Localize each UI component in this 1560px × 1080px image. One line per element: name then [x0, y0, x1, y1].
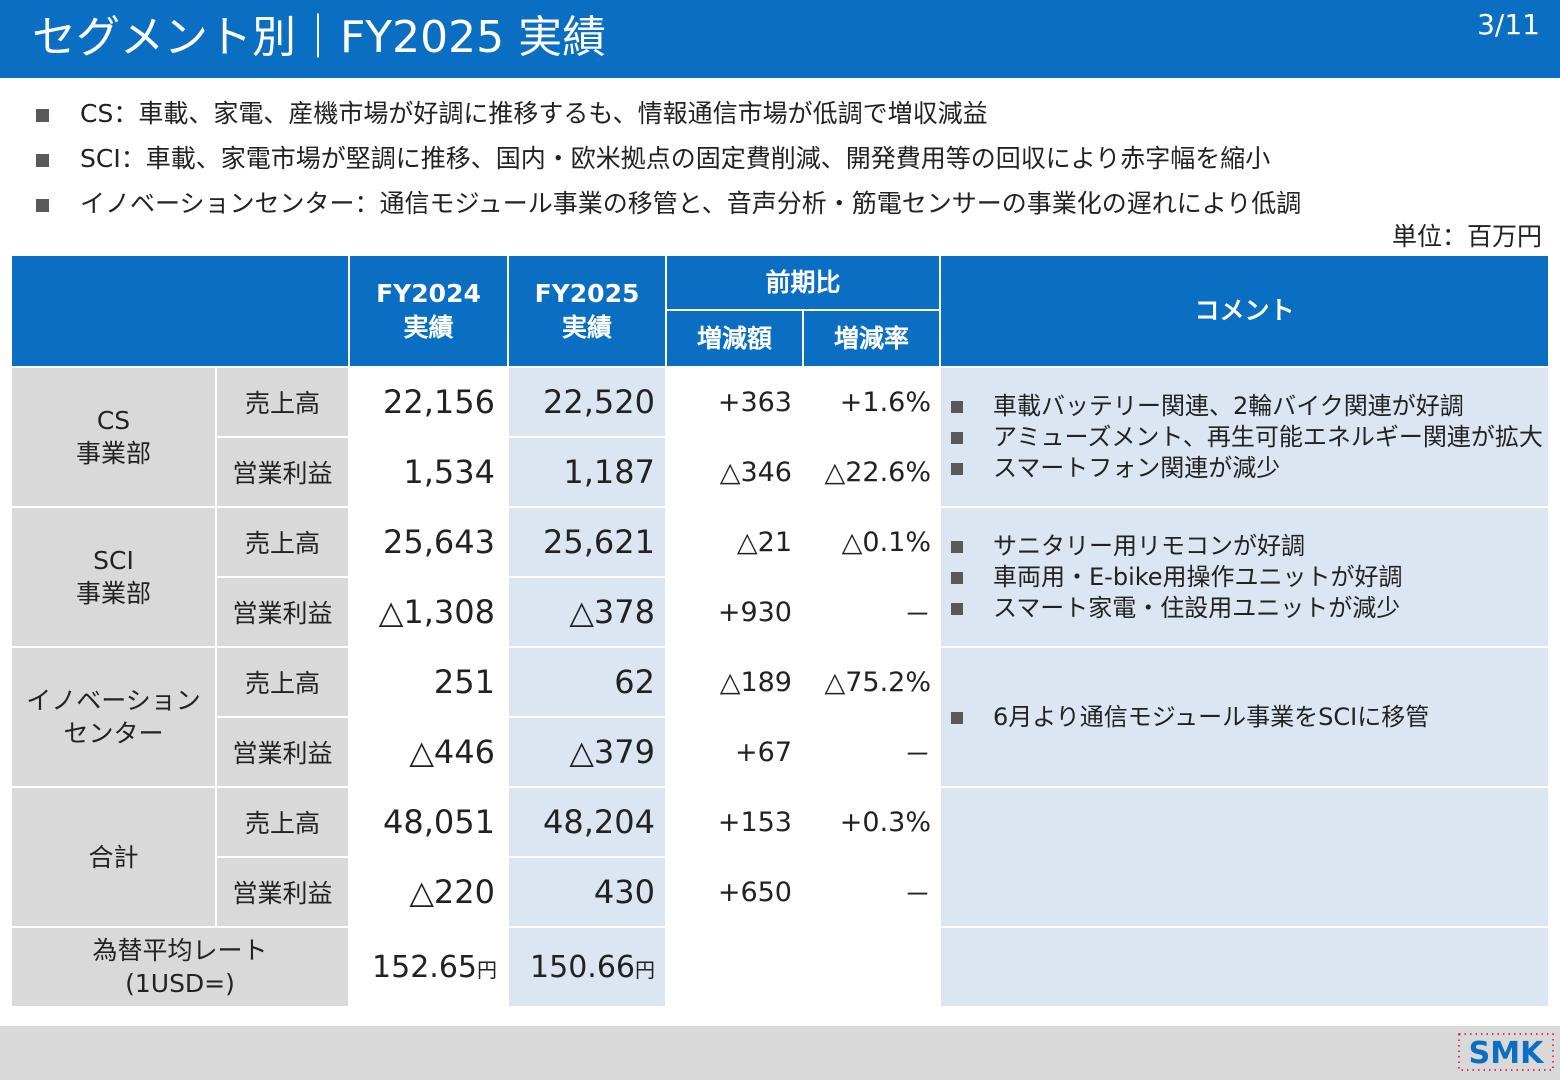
segment-name-total: 合計 [10, 786, 217, 928]
header-bar: セグメント別｜FY2025 実績 3/11 [0, 0, 1560, 78]
table-row: 営業利益 △220 430 +650 － [11, 856, 1549, 928]
row-item: 売上高 [215, 506, 350, 578]
row-item: 売上高 [215, 646, 350, 718]
header-comment: コメント [939, 254, 1551, 368]
cell-fy2024: △446 [348, 716, 509, 788]
fx-fy2024: 152.65円 [348, 926, 509, 1008]
table-row: 営業利益 △1,308 △378 +930 － [11, 576, 1549, 648]
cell-rate: +0.3% [801, 786, 942, 858]
smk-logo: SMK [1458, 1033, 1554, 1071]
table-row: 営業利益 1,534 1,187 △346 △22.6% [11, 436, 1549, 508]
segment-name-cs: CS 事業部 [10, 366, 217, 508]
fx-fy2025: 150.66円 [507, 926, 667, 1008]
square-bullet-icon [36, 109, 49, 122]
cell-change: +153 [665, 786, 804, 858]
cell-rate: △75.2% [801, 646, 942, 718]
cell-fy2025: △378 [507, 576, 667, 648]
comment-item: 6月より通信モジュール事業をSCIに移管 [951, 702, 1547, 733]
cell-change: △189 [665, 646, 804, 718]
comment-item: アミューズメント、再生可能エネルギー関連が拡大 [951, 422, 1547, 453]
svg-text:SMK: SMK [1469, 1036, 1545, 1071]
table-row: 合計 売上高 48,051 48,204 +153 +0.3% [10, 786, 1551, 928]
summary-bullets: CS：車載、家電、産機市場が好調に推移するも、情報通信市場が低調で増収減益 SC… [36, 96, 1536, 231]
cell-rate: － [801, 576, 942, 648]
cell-rate: △0.1% [801, 506, 942, 578]
square-bullet-icon [951, 462, 964, 475]
cell-fy2025: 22,520 [507, 366, 667, 438]
footer-bar [0, 1026, 1560, 1080]
cell-rate: +1.6% [801, 366, 942, 438]
row-item: 売上高 [215, 786, 350, 858]
cell-change: △346 [665, 436, 804, 508]
row-item: 営業利益 [215, 856, 350, 928]
table-row: CS 事業部 売上高 22,156 22,520 +363 +1.6% 車載バッテ… [10, 366, 1551, 508]
cell-fy2025: 25,621 [507, 506, 667, 578]
comment-total [939, 786, 1551, 928]
cell-fy2024: △1,308 [348, 576, 509, 648]
header-fy2025: FY2025 実績 [507, 254, 667, 368]
comment-item: スマートフォン関連が減少 [951, 453, 1547, 484]
table-row-fx: 為替平均レート (1USD=) 152.65円 150.66円 [10, 926, 1551, 1008]
cell-fy2025: 62 [507, 646, 667, 718]
cell-change: +67 [665, 716, 804, 788]
square-bullet-icon [951, 540, 964, 553]
comment-sci: サニタリー用リモコンが好調 車両用・E-bike用操作ユニットが好調 スマート家… [939, 506, 1551, 648]
cell-fy2025: 48,204 [507, 786, 667, 858]
fx-rate [801, 926, 942, 1008]
comment-item: 車両用・E-bike用操作ユニットが好調 [951, 562, 1547, 593]
cell-change: +930 [665, 576, 804, 648]
cell-change: +650 [665, 856, 804, 928]
cell-fy2025: 1,187 [507, 436, 667, 508]
segment-results-table: FY2024 実績 FY2025 実績 前期比 コメント 増減額 増減率 CS 事業部… [10, 254, 1551, 1008]
row-item: 売上高 [215, 366, 350, 438]
comment-item: サニタリー用リモコンが好調 [951, 531, 1547, 562]
cell-fy2024: 25,643 [348, 506, 509, 578]
page-number: 3/11 [1477, 8, 1540, 41]
header-change: 増減額 [665, 309, 804, 368]
bullet-innovation: イノベーションセンター：通信モジュール事業の移管と、音声分析・筋電センサーの事業… [36, 186, 1536, 231]
table-row: イノベーション センター 売上高 251 62 △189 △75.2% 6月より通… [10, 646, 1551, 788]
cell-fy2024: 1,534 [348, 436, 509, 508]
comment-cs: 車載バッテリー関連、2輪バイク関連が好調 アミューズメント、再生可能エネルギー関… [939, 366, 1551, 508]
square-bullet-icon [36, 199, 49, 212]
fx-label: 為替平均レート (1USD=) [10, 926, 350, 1008]
square-bullet-icon [951, 602, 964, 615]
comment-item: 車載バッテリー関連、2輪バイク関連が好調 [951, 391, 1547, 422]
bullet-sci: SCI：車載、家電市場が堅調に推移、国内・欧米拠点の固定費削減、開発費用等の回収… [36, 141, 1536, 186]
square-bullet-icon [951, 711, 964, 724]
cell-rate: － [801, 716, 942, 788]
square-bullet-icon [951, 571, 964, 584]
square-bullet-icon [951, 431, 964, 444]
square-bullet-icon [36, 154, 49, 167]
cell-rate: － [801, 856, 942, 928]
header-blank [10, 254, 350, 368]
fx-change [665, 926, 804, 1008]
cell-change: △21 [665, 506, 804, 578]
cell-fy2024: 251 [348, 646, 509, 718]
cell-rate: △22.6% [801, 436, 942, 508]
cell-fy2025: 430 [507, 856, 667, 928]
row-item: 営業利益 [215, 576, 350, 648]
unit-label: 単位：百万円 [1391, 222, 1542, 251]
table-row: SCI 事業部 売上高 25,643 25,621 △21 △0.1% サニタリー… [10, 506, 1551, 648]
cell-fy2024: 22,156 [348, 366, 509, 438]
header-rate: 増減率 [801, 309, 942, 368]
table-row: 営業利益 △446 △379 +67 － [11, 716, 1549, 788]
row-item: 営業利益 [215, 716, 350, 788]
bullet-cs: CS：車載、家電、産機市場が好調に推移するも、情報通信市場が低調で増収減益 [36, 96, 1536, 141]
segment-name-innovation: イノベーション センター [10, 646, 217, 788]
square-bullet-icon [951, 400, 964, 413]
cell-change: +363 [665, 366, 804, 438]
segment-name-sci: SCI 事業部 [10, 506, 217, 648]
page-title: セグメント別｜FY2025 実績 [32, 12, 607, 63]
comment-item: スマート家電・住設用ユニットが減少 [951, 593, 1547, 624]
cell-fy2024: △220 [348, 856, 509, 928]
header-fy2024: FY2024 実績 [348, 254, 509, 368]
fx-comment [939, 926, 1551, 1008]
cell-fy2024: 48,051 [348, 786, 509, 858]
header-yoy: 前期比 [664, 254, 942, 311]
cell-fy2025: △379 [507, 716, 667, 788]
row-item: 営業利益 [215, 436, 350, 508]
comment-innovation: 6月より通信モジュール事業をSCIに移管 [939, 646, 1551, 788]
